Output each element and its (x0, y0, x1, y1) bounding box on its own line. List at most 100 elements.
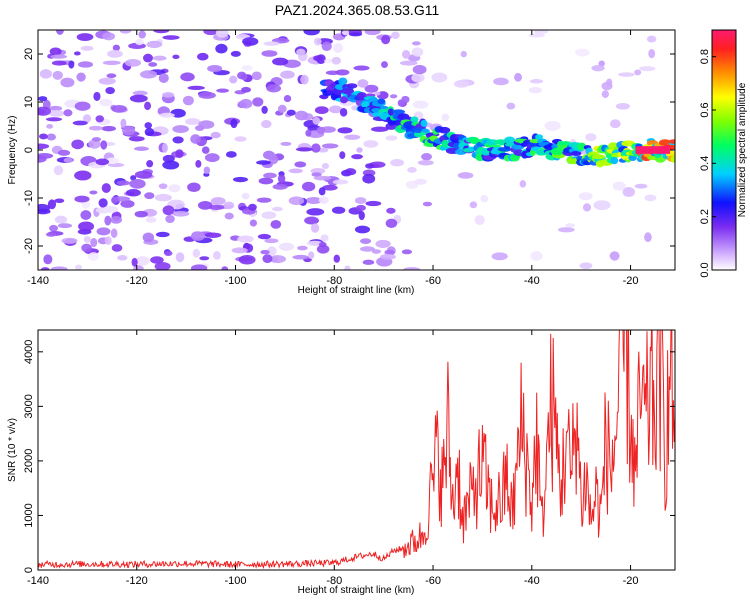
noise-blob (38, 152, 54, 159)
noise-blob (344, 265, 351, 270)
noise-blob (148, 62, 158, 67)
noise-blob (300, 74, 309, 85)
noise-blob (316, 126, 326, 135)
noise-blob (74, 170, 92, 181)
noise-blob (55, 30, 64, 35)
noise-blob (39, 133, 48, 140)
snr-series-line (38, 330, 675, 569)
noise-blob (102, 60, 121, 66)
noise-blob (401, 50, 411, 59)
colorbar-tick-label: 0.4 (699, 156, 711, 171)
noise-blob (91, 137, 102, 142)
noise-blob (277, 104, 287, 113)
noise-blob (306, 240, 324, 246)
x-tick-label: -140 (27, 575, 49, 587)
noise-blob (609, 119, 621, 129)
noise-blob (175, 149, 184, 159)
noise-blob (313, 37, 322, 46)
x-tick-label: -20 (623, 575, 639, 587)
x-tick-label: -40 (524, 575, 540, 587)
noise-blob (380, 253, 396, 260)
spectrogram-heatmap (38, 30, 675, 270)
y-tick-label: -20 (23, 238, 35, 254)
noise-blob (601, 81, 613, 91)
noise-blob (615, 102, 630, 110)
y-tick-label: 1000 (23, 503, 35, 527)
noise-blob (172, 54, 180, 60)
noise-blob (272, 206, 283, 212)
noise-blob (421, 152, 433, 161)
noise-blob (238, 254, 256, 265)
noise-blob (332, 179, 349, 185)
noise-blob (144, 127, 155, 136)
noise-blob (120, 118, 127, 129)
noise-blob (60, 77, 75, 88)
colorbar-tick-label: 0.8 (699, 49, 711, 64)
noise-blob (102, 32, 116, 41)
noise-blob (357, 79, 369, 88)
noise-blob (51, 60, 67, 66)
noise-blob (529, 79, 544, 84)
noise-blob (39, 69, 52, 79)
noise-blob (104, 236, 112, 245)
noise-blob (301, 181, 316, 192)
noise-blob (582, 203, 592, 212)
noise-blob (138, 30, 147, 39)
noise-blob (356, 147, 363, 153)
noise-blob (146, 40, 163, 49)
noise-blob (95, 158, 110, 166)
noise-blob (304, 216, 320, 225)
noise-blob (195, 159, 202, 168)
noise-blob (480, 195, 489, 203)
noise-blob (417, 160, 434, 166)
noise-blob (82, 114, 92, 123)
ridge-blob (420, 119, 428, 127)
noise-blob (230, 50, 241, 57)
noise-blob (210, 197, 226, 205)
noise-blob (38, 96, 48, 102)
noise-blob (145, 217, 157, 223)
noise-blob (106, 73, 117, 79)
y-tick-label: 20 (23, 48, 35, 60)
noise-blob (101, 125, 116, 132)
noise-blob (386, 207, 396, 214)
ridge-blob (387, 108, 394, 116)
noise-blob (187, 85, 205, 91)
noise-blob (389, 94, 398, 99)
noise-blob (324, 58, 332, 64)
noise-blob (262, 254, 273, 264)
y-tick-label: 10 (23, 96, 35, 108)
noise-blob (203, 30, 219, 36)
noise-blob (225, 151, 237, 158)
colorbar: 0.0 0.2 0.4 0.6 0.8 Normalized spectral ampl… (699, 29, 748, 278)
noise-blob (277, 174, 286, 184)
noise-blob (286, 109, 296, 116)
noise-blob (256, 160, 271, 165)
noise-blob (612, 181, 626, 191)
noise-blob (190, 231, 206, 241)
noise-blob (331, 206, 346, 214)
noise-blob (78, 221, 95, 232)
snr-line-group (38, 330, 675, 569)
snr-panel: -140 -120 -100 -80 -60 -40 -20 0 1000 2000 3000 40… (7, 329, 676, 596)
noise-blob (100, 140, 108, 150)
noise-blob (354, 197, 367, 205)
noise-blob (321, 143, 339, 149)
noise-blob (45, 117, 63, 122)
noise-blob (213, 251, 221, 260)
noise-blob (53, 165, 64, 176)
noise-blob (153, 30, 170, 34)
noise-blob (80, 45, 94, 51)
noise-blob (201, 146, 210, 154)
noise-blob (234, 136, 247, 142)
colorbar-tick-label: 0.0 (699, 262, 711, 277)
noise-blob (74, 101, 91, 111)
noise-blob (144, 122, 153, 129)
ridge-blob (421, 128, 430, 133)
noise-blob (122, 125, 136, 136)
ridge-blob (497, 139, 506, 146)
noise-blob (237, 235, 254, 243)
x-tick-label: -20 (623, 275, 639, 287)
noise-blob (74, 195, 90, 203)
